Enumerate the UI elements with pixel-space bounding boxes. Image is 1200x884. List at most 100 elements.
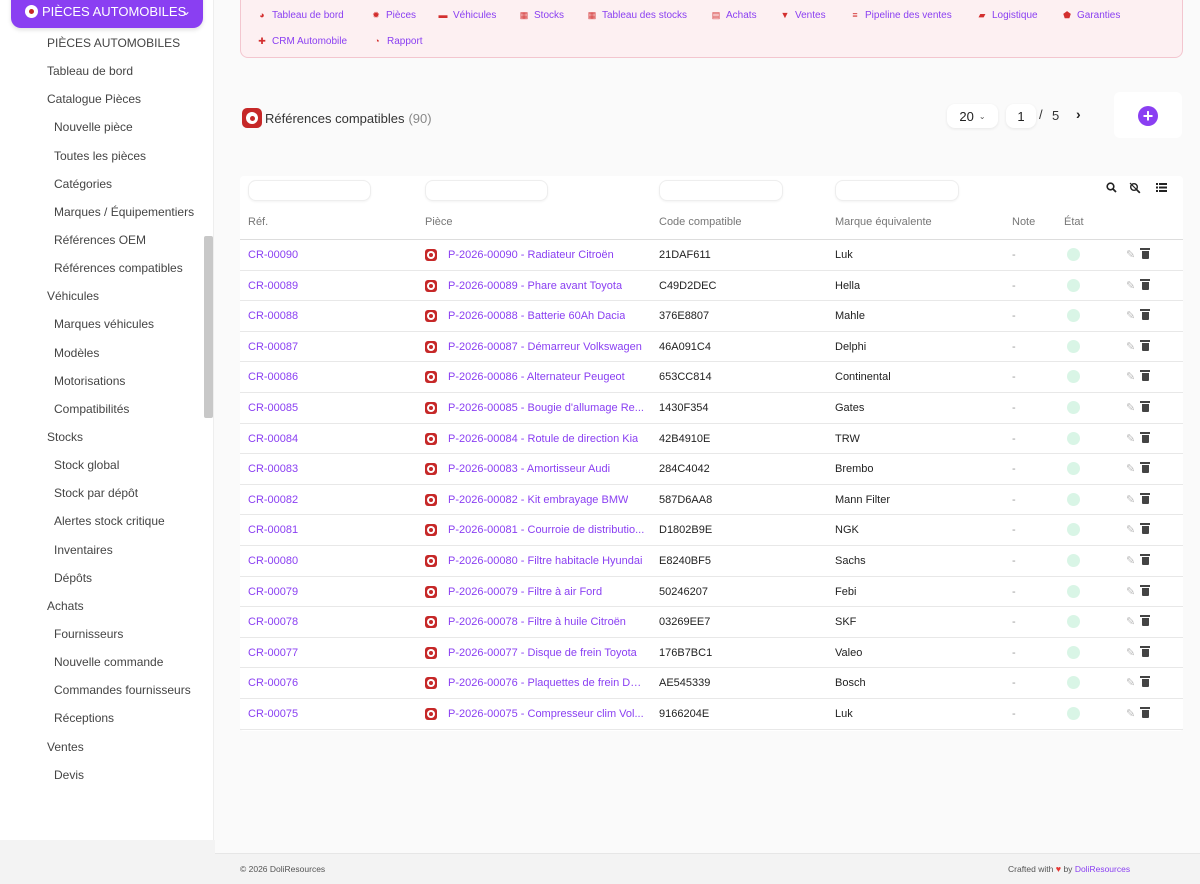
piece-link[interactable]: P-2026-00086 - Alternateur Peugeot bbox=[425, 371, 645, 384]
edit-icon[interactable]: ✎ bbox=[1126, 249, 1136, 261]
ref-link[interactable]: CR-00085 bbox=[248, 402, 299, 414]
delete-icon[interactable] bbox=[1140, 431, 1150, 443]
edit-icon[interactable]: ✎ bbox=[1126, 463, 1136, 476]
ref-link[interactable]: CR-00079 bbox=[248, 585, 299, 598]
filter-brand-input[interactable] bbox=[835, 180, 959, 201]
piece-link[interactable]: P-2026-00078 - Filtre à huile Citroën bbox=[425, 616, 645, 629]
column-list-icon[interactable] bbox=[1156, 182, 1167, 195]
page-size-select[interactable]: 20 ⌄ bbox=[947, 104, 998, 128]
delete-icon[interactable] bbox=[1140, 461, 1150, 473]
sidebar-item[interactable]: Dépôts bbox=[54, 570, 93, 585]
sidebar-item[interactable]: Références compatibles bbox=[54, 261, 183, 276]
sidebar-item[interactable]: Inventaires bbox=[54, 542, 113, 557]
delete-icon[interactable] bbox=[1140, 369, 1150, 381]
column-header-brand[interactable]: Marque équivalente bbox=[835, 216, 932, 228]
sidebar-item[interactable]: Tableau de bord bbox=[47, 64, 134, 79]
sidebar-item[interactable]: Marques véhicules bbox=[54, 317, 155, 332]
sidebar-item[interactable]: Alertes stock critique bbox=[54, 514, 165, 529]
topnav-item[interactable]: ▬ Véhicules bbox=[438, 10, 497, 21]
edit-icon[interactable]: ✎ bbox=[1126, 432, 1136, 445]
topnav-item[interactable]: ▦ Tableau des stocks bbox=[587, 10, 687, 21]
piece-link[interactable]: P-2026-00077 - Disque de frein Toyota bbox=[425, 646, 645, 659]
sidebar-item[interactable]: Marques / Équipementiers bbox=[54, 204, 195, 219]
delete-icon[interactable] bbox=[1140, 614, 1150, 626]
sidebar-item[interactable]: PIÈCES AUTOMOBILES bbox=[47, 36, 181, 50]
piece-link[interactable]: P-2026-00085 - Bougie d'allumage Re... bbox=[425, 402, 645, 414]
sidebar-item[interactable]: Références OEM bbox=[54, 232, 147, 247]
edit-icon[interactable]: ✎ bbox=[1126, 340, 1136, 353]
edit-icon[interactable]: ✎ bbox=[1126, 677, 1136, 690]
sidebar-item[interactable]: Nouvelle commande bbox=[54, 655, 164, 670]
sidebar-item[interactable]: Nouvelle pièce bbox=[54, 120, 133, 135]
sidebar-item[interactable]: Toutes les pièces bbox=[54, 148, 147, 163]
piece-link[interactable]: P-2026-00090 - Radiateur Citroën bbox=[425, 249, 645, 261]
sidebar-item[interactable]: Stocks bbox=[47, 429, 84, 444]
sidebar-item[interactable]: Véhicules bbox=[47, 289, 100, 304]
clear-search-icon[interactable] bbox=[1129, 182, 1141, 197]
piece-link[interactable]: P-2026-00081 - Courroie de distributio..… bbox=[425, 524, 645, 537]
piece-link[interactable]: P-2026-00089 - Phare avant Toyota bbox=[425, 279, 645, 292]
filter-ref-input[interactable] bbox=[248, 180, 371, 201]
ref-link[interactable]: CR-00077 bbox=[248, 646, 299, 659]
page-number-input[interactable]: 1 bbox=[1006, 104, 1036, 128]
ref-link[interactable]: CR-00087 bbox=[248, 340, 299, 353]
delete-icon[interactable] bbox=[1140, 675, 1150, 687]
column-header-piece[interactable]: Pièce bbox=[425, 216, 453, 228]
edit-icon[interactable]: ✎ bbox=[1126, 555, 1136, 567]
sidebar-item[interactable]: Fournisseurs bbox=[54, 626, 124, 641]
add-new-button[interactable]: + bbox=[1138, 106, 1158, 126]
topnav-item[interactable]: ✚ CRM Automobile bbox=[257, 36, 347, 47]
edit-icon[interactable]: ✎ bbox=[1126, 616, 1136, 629]
edit-icon[interactable]: ✎ bbox=[1126, 708, 1136, 720]
sidebar-item[interactable]: Motorisations bbox=[54, 373, 126, 388]
ref-link[interactable]: CR-00082 bbox=[248, 493, 299, 506]
delete-icon[interactable] bbox=[1140, 645, 1150, 657]
topnav-item[interactable]: ▼ Ventes bbox=[780, 10, 826, 21]
topnav-item[interactable]: ⬟ Garanties bbox=[1062, 10, 1120, 21]
sidebar-item[interactable]: Stock global bbox=[54, 458, 120, 473]
piece-link[interactable]: P-2026-00076 - Plaquettes de frein Da... bbox=[425, 677, 645, 690]
piece-link[interactable]: P-2026-00080 - Filtre habitacle Hyundai bbox=[425, 555, 645, 567]
ref-link[interactable]: CR-00089 bbox=[248, 279, 299, 292]
delete-icon[interactable] bbox=[1140, 553, 1150, 565]
ref-link[interactable]: CR-00084 bbox=[248, 432, 299, 445]
edit-icon[interactable]: ✎ bbox=[1126, 646, 1136, 659]
piece-link[interactable]: P-2026-00087 - Démarreur Volkswagen bbox=[425, 340, 645, 353]
sidebar-item[interactable]: Catégories bbox=[54, 176, 113, 191]
piece-link[interactable]: P-2026-00075 - Compresseur clim Vol... bbox=[425, 708, 645, 720]
sidebar-scrollbar[interactable] bbox=[204, 236, 213, 418]
delete-icon[interactable] bbox=[1140, 522, 1150, 534]
topnav-item[interactable]: ◔ Rapport bbox=[372, 36, 422, 47]
next-page-icon[interactable]: › bbox=[1076, 106, 1081, 122]
edit-icon[interactable]: ✎ bbox=[1126, 310, 1136, 323]
edit-icon[interactable]: ✎ bbox=[1126, 524, 1136, 537]
delete-icon[interactable] bbox=[1140, 706, 1150, 718]
filter-code-input[interactable] bbox=[659, 180, 783, 201]
piece-link[interactable]: P-2026-00083 - Amortisseur Audi bbox=[425, 463, 645, 476]
delete-icon[interactable] bbox=[1140, 308, 1150, 320]
piece-link[interactable]: P-2026-00084 - Rotule de direction Kia bbox=[425, 432, 645, 445]
footer-link[interactable]: DoliResources bbox=[1074, 864, 1131, 874]
filter-piece-input[interactable] bbox=[425, 180, 548, 201]
delete-icon[interactable] bbox=[1140, 247, 1150, 259]
piece-link[interactable]: P-2026-00079 - Filtre à air Ford bbox=[425, 585, 645, 598]
edit-icon[interactable]: ✎ bbox=[1126, 402, 1136, 414]
ref-link[interactable]: CR-00088 bbox=[248, 310, 299, 323]
topnav-item[interactable]: ✹ Pièces bbox=[371, 10, 416, 21]
sidebar-item[interactable]: Réceptions bbox=[54, 711, 115, 726]
ref-link[interactable]: CR-00076 bbox=[248, 677, 299, 690]
topnav-item[interactable]: ◕ Tableau de bord bbox=[257, 10, 343, 21]
topnav-item[interactable]: ▦ Stocks bbox=[519, 10, 564, 21]
sidebar-item[interactable]: Commandes fournisseurs bbox=[54, 683, 191, 698]
ref-link[interactable]: CR-00075 bbox=[248, 708, 299, 720]
sidebar-item[interactable]: Devis bbox=[54, 767, 85, 782]
column-header-state[interactable]: État bbox=[1064, 216, 1084, 228]
edit-icon[interactable]: ✎ bbox=[1126, 279, 1136, 292]
edit-icon[interactable]: ✎ bbox=[1126, 585, 1136, 598]
ref-link[interactable]: CR-00090 bbox=[248, 249, 299, 261]
sidebar-item[interactable]: Ventes bbox=[47, 739, 84, 754]
column-header-note[interactable]: Note bbox=[1012, 216, 1036, 228]
sidebar-item[interactable]: Compatibilités bbox=[54, 401, 130, 416]
sidebar-item[interactable]: Achats bbox=[47, 598, 84, 613]
column-header-code[interactable]: Code compatible bbox=[659, 216, 742, 228]
